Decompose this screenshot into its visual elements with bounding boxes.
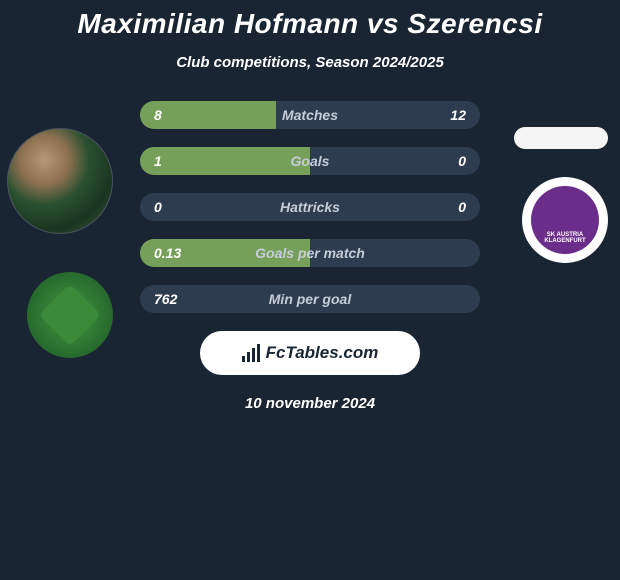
stat-row: 1Goals0 [140,147,480,175]
comparison-title: Maximilian Hofmann vs Szerencsi [0,0,620,40]
stat-row: 8Matches12 [140,101,480,129]
stat-right-value: 12 [450,107,466,123]
stat-row: 0Hattricks0 [140,193,480,221]
stat-right-value: 0 [458,199,466,215]
stat-right-value: 0 [458,153,466,169]
stats-container: 8Matches121Goals00Hattricks00.13Goals pe… [0,101,620,313]
stat-row: 0.13Goals per match [140,239,480,267]
stat-label: Goals per match [140,245,480,261]
watermark-chart-icon [242,344,260,362]
comparison-date: 10 november 2024 [0,395,620,412]
stat-row: 762Min per goal [140,285,480,313]
stat-label: Min per goal [140,291,480,307]
stat-label: Matches [140,107,480,123]
comparison-subtitle: Club competitions, Season 2024/2025 [0,54,620,71]
watermark-badge: FcTables.com [200,331,420,375]
watermark-text: FcTables.com [266,343,379,363]
stat-label: Goals [140,153,480,169]
stat-label: Hattricks [140,199,480,215]
